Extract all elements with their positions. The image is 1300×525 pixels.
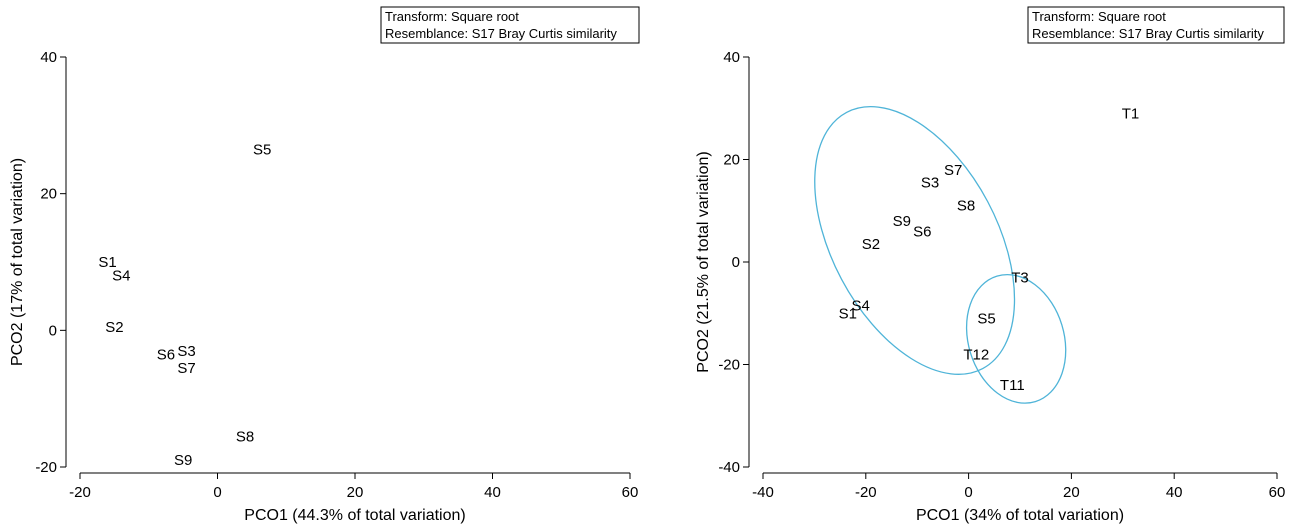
chart-2: -40 -20 0 20 40 -40 -20 0 20 40 60 PCO1 (34% of tot… [695, 6, 1286, 524]
y-tick-label: -20 [718, 357, 740, 374]
x-tick-label: 0 [964, 484, 972, 501]
y-tick-label: 40 [723, 49, 740, 66]
y-tick-label: 0 [49, 322, 57, 339]
point-label-s8: S8 [957, 198, 975, 215]
x-tick-label: 40 [484, 484, 501, 501]
point-label-s1: S1 [98, 254, 116, 271]
x-tick-label: 20 [1063, 484, 1080, 501]
y-tick-label: -20 [35, 459, 57, 476]
x-tick-label: 60 [622, 484, 639, 501]
point-label-s6: S6 [913, 223, 931, 240]
group-ellipse [965, 273, 1067, 404]
point-label-s7: S7 [944, 162, 962, 179]
point-label-t11: T11 [1000, 377, 1025, 394]
x-tick-label: -20 [69, 484, 91, 501]
point-label-s4: S4 [851, 298, 869, 315]
point-label-t12: T12 [963, 346, 989, 363]
point-label-s3: S3 [177, 343, 195, 360]
x-axis-label: PCO1 (34% of total variation) [916, 507, 1124, 524]
point-label-t3: T3 [1011, 269, 1029, 286]
x-tick-label: -20 [855, 484, 877, 501]
y-axis-label: PCO2 (17% of total variation) [9, 158, 26, 366]
x-tick-label: 0 [213, 484, 221, 501]
point-label-s9: S9 [893, 213, 911, 230]
point-label-s5: S5 [253, 141, 271, 158]
point-label-s6: S6 [157, 346, 175, 363]
point-label-s9: S9 [174, 452, 192, 469]
point-label-s5: S5 [977, 310, 995, 327]
point-label-s3: S3 [921, 175, 939, 192]
point-label-s4: S4 [112, 268, 130, 285]
y-tick-label: 0 [732, 254, 740, 271]
point-label-s8: S8 [236, 428, 254, 445]
point-label-t1: T1 [1122, 105, 1140, 122]
legend-line: Resemblance: S17 Bray Curtis similarity [385, 26, 617, 41]
y-tick-label: -40 [718, 459, 740, 476]
point-label-s2: S2 [105, 319, 123, 336]
y-tick-label: 20 [723, 152, 740, 169]
legend-line: Transform: Square root [1032, 9, 1166, 24]
legend-frame [1027, 6, 1285, 44]
legend-line: Transform: Square root [385, 9, 519, 24]
legend-frame [380, 6, 640, 44]
group-ellipse [814, 106, 1016, 375]
point-label-s7: S7 [177, 360, 195, 377]
x-tick-label: 40 [1166, 484, 1183, 501]
x-axis-label: PCO1 (44.3% of total variation) [244, 507, 465, 524]
y-tick-label: 40 [40, 49, 57, 66]
chart-1: -20 0 20 40 -20 0 20 40 60 PCO1 (44.3% of total v… [9, 6, 640, 524]
x-tick-label: 60 [1269, 484, 1286, 501]
legend-box: Transform: Square root Resemblance: S17 B… [380, 6, 640, 44]
y-axis-label: PCO2 (21.5% of total variation) [695, 151, 712, 372]
x-tick-label: -40 [752, 484, 774, 501]
y-tick-label: 20 [40, 186, 57, 203]
legend-line: Resemblance: S17 Bray Curtis similarity [1032, 26, 1264, 41]
x-tick-label: 20 [347, 484, 364, 501]
point-label-s2: S2 [862, 236, 880, 253]
legend-box: Transform: Square root Resemblance: S17 B… [1027, 6, 1285, 44]
point-label-s1: S1 [839, 305, 857, 322]
